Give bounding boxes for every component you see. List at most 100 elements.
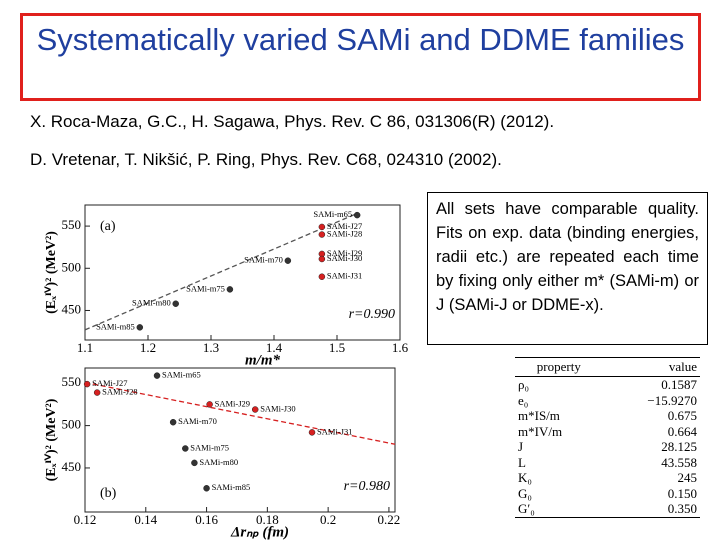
x-tick-label: 0.16 [195, 512, 218, 527]
x-tick-label: 0.14 [134, 512, 157, 527]
point-label: SAMi-J30 [327, 253, 362, 263]
point-label: SAMi-J31 [317, 426, 352, 436]
data-point [191, 459, 198, 467]
data-point [318, 223, 326, 231]
data-point [318, 255, 326, 263]
point-label: SAMi-m70 [244, 255, 283, 265]
table-cell: m*IV/m [518, 423, 563, 439]
data-point [226, 286, 234, 293]
x-tick-label: 0.22 [378, 512, 401, 527]
data-point [353, 211, 361, 219]
point-label: SAMi-J27 [327, 221, 362, 231]
x-tick-label: 1.6 [392, 340, 409, 355]
data-point [182, 445, 189, 452]
data-point [318, 273, 326, 280]
fit-annotation: r=0.990 [349, 307, 395, 322]
point-label: SAMi-m75 [186, 283, 225, 293]
table-cell: 28.125 [661, 439, 697, 454]
table-cell: J [518, 439, 524, 454]
reference: D. Vretenar, T. Nikšić, P. Ring, Phys. R… [30, 150, 502, 169]
data-point [136, 324, 144, 331]
data-point [318, 231, 326, 238]
data-point [284, 257, 292, 264]
table-row: G′₀ 0.350 [515, 501, 700, 518]
data-point [153, 372, 161, 379]
panel-label: (a) [100, 219, 116, 234]
data-point [203, 485, 210, 492]
y-tick-label: 450 [62, 459, 82, 474]
fit-line [84, 381, 396, 445]
point-label: SAMi-m85 [96, 321, 135, 331]
reference: X. Roca-Maza, G.C., H. Sagawa, Phys. Rev… [30, 112, 555, 131]
table-cell: K₀ [518, 470, 532, 485]
y-tick-label: 550 [62, 217, 82, 232]
y-tick-label: 500 [62, 259, 82, 274]
note-box: All sets have comparable quality. Fits o… [427, 192, 708, 345]
plot-frame [84, 367, 396, 513]
panel-label: (b) [100, 486, 117, 501]
table-cell: ρ₀ [518, 377, 530, 392]
fit-line [84, 212, 358, 331]
property-table: property value ρ₀ 0.1587 e₀ −15.9270 m*IS/m 0.6… [515, 357, 700, 518]
table-cell: e₀ [518, 392, 529, 408]
table-cell: G′₀ [515, 501, 603, 518]
data-point [308, 429, 316, 436]
table-cell: −15.9270 [647, 392, 697, 408]
point-label: SAMi-m65 [313, 209, 352, 219]
point-label: SAMi-J27 [92, 378, 127, 388]
point-label: SAMi-J31 [327, 271, 362, 281]
x-tick-label: 1.1 [77, 340, 93, 355]
table-cell: m*IS/m [518, 408, 560, 423]
point-label: SAMi-m75 [190, 442, 229, 452]
y-tick-label: 450 [62, 301, 82, 316]
point-label: SAMi-m65 [162, 370, 201, 380]
table-header: property [515, 357, 603, 377]
x-axis-label: Δrₙₚ (fm) [230, 524, 289, 540]
table-row: G₀ 0.150 [515, 486, 700, 502]
x-axis-label: m/m* [245, 352, 281, 368]
table-cell: 0.150 [667, 485, 697, 501]
table-row: L 43.558 [515, 455, 700, 471]
table-cell: L [518, 454, 526, 470]
point-label: SAMi-J29 [327, 248, 362, 258]
y-tick-label: 500 [62, 417, 82, 432]
table-cell: 245 [677, 470, 698, 485]
point-label: SAMi-m80 [132, 298, 171, 308]
data-point [251, 406, 259, 413]
point-label: SAMi-m85 [212, 482, 251, 492]
table-row: J 28.125 [515, 439, 700, 455]
x-tick-label: 0.12 [74, 512, 97, 527]
x-tick-label: 0.18 [256, 512, 279, 527]
data-point [169, 418, 177, 426]
table-cell: 0.350 [602, 501, 700, 518]
data-point [172, 300, 179, 307]
point-label: SAMi-J30 [260, 403, 295, 413]
x-tick-label: 1.5 [329, 340, 345, 355]
table-row: m*IS/m 0.675 [515, 408, 700, 424]
table-cell: 0.1587 [661, 377, 697, 392]
data-point [93, 389, 101, 396]
plot-frame [84, 204, 401, 341]
table-cell: 0.675 [667, 408, 697, 423]
table-row: ρ₀ 0.1587 [515, 377, 700, 393]
table-cell: 0.664 [667, 423, 697, 439]
point-label: SAMi-J28 [327, 228, 362, 238]
fit-annotation: r=0.980 [344, 479, 390, 494]
table-cell: 43.558 [661, 454, 697, 470]
table-header: value [602, 357, 700, 377]
table-row: K₀ 245 [515, 470, 700, 486]
slide-title: Systematically varied SAMi and DDME fami… [20, 13, 701, 101]
y-axis-label: (Eₓᴵⱽ)² (MeV²) [44, 398, 59, 481]
x-tick-label: 0.2 [320, 512, 336, 527]
y-tick-label: 550 [62, 374, 82, 389]
y-axis-label: (Eₓᴵⱽ)² (MeV²) [44, 231, 59, 314]
x-tick-label: 1.4 [266, 340, 283, 355]
point-label: SAMi-m80 [199, 457, 238, 467]
x-tick-label: 1.3 [203, 340, 219, 355]
table-row: e₀ −15.9270 [515, 393, 700, 409]
x-tick-label: 1.2 [140, 340, 156, 355]
data-point [206, 401, 213, 408]
point-label: SAMi-m70 [178, 416, 217, 426]
